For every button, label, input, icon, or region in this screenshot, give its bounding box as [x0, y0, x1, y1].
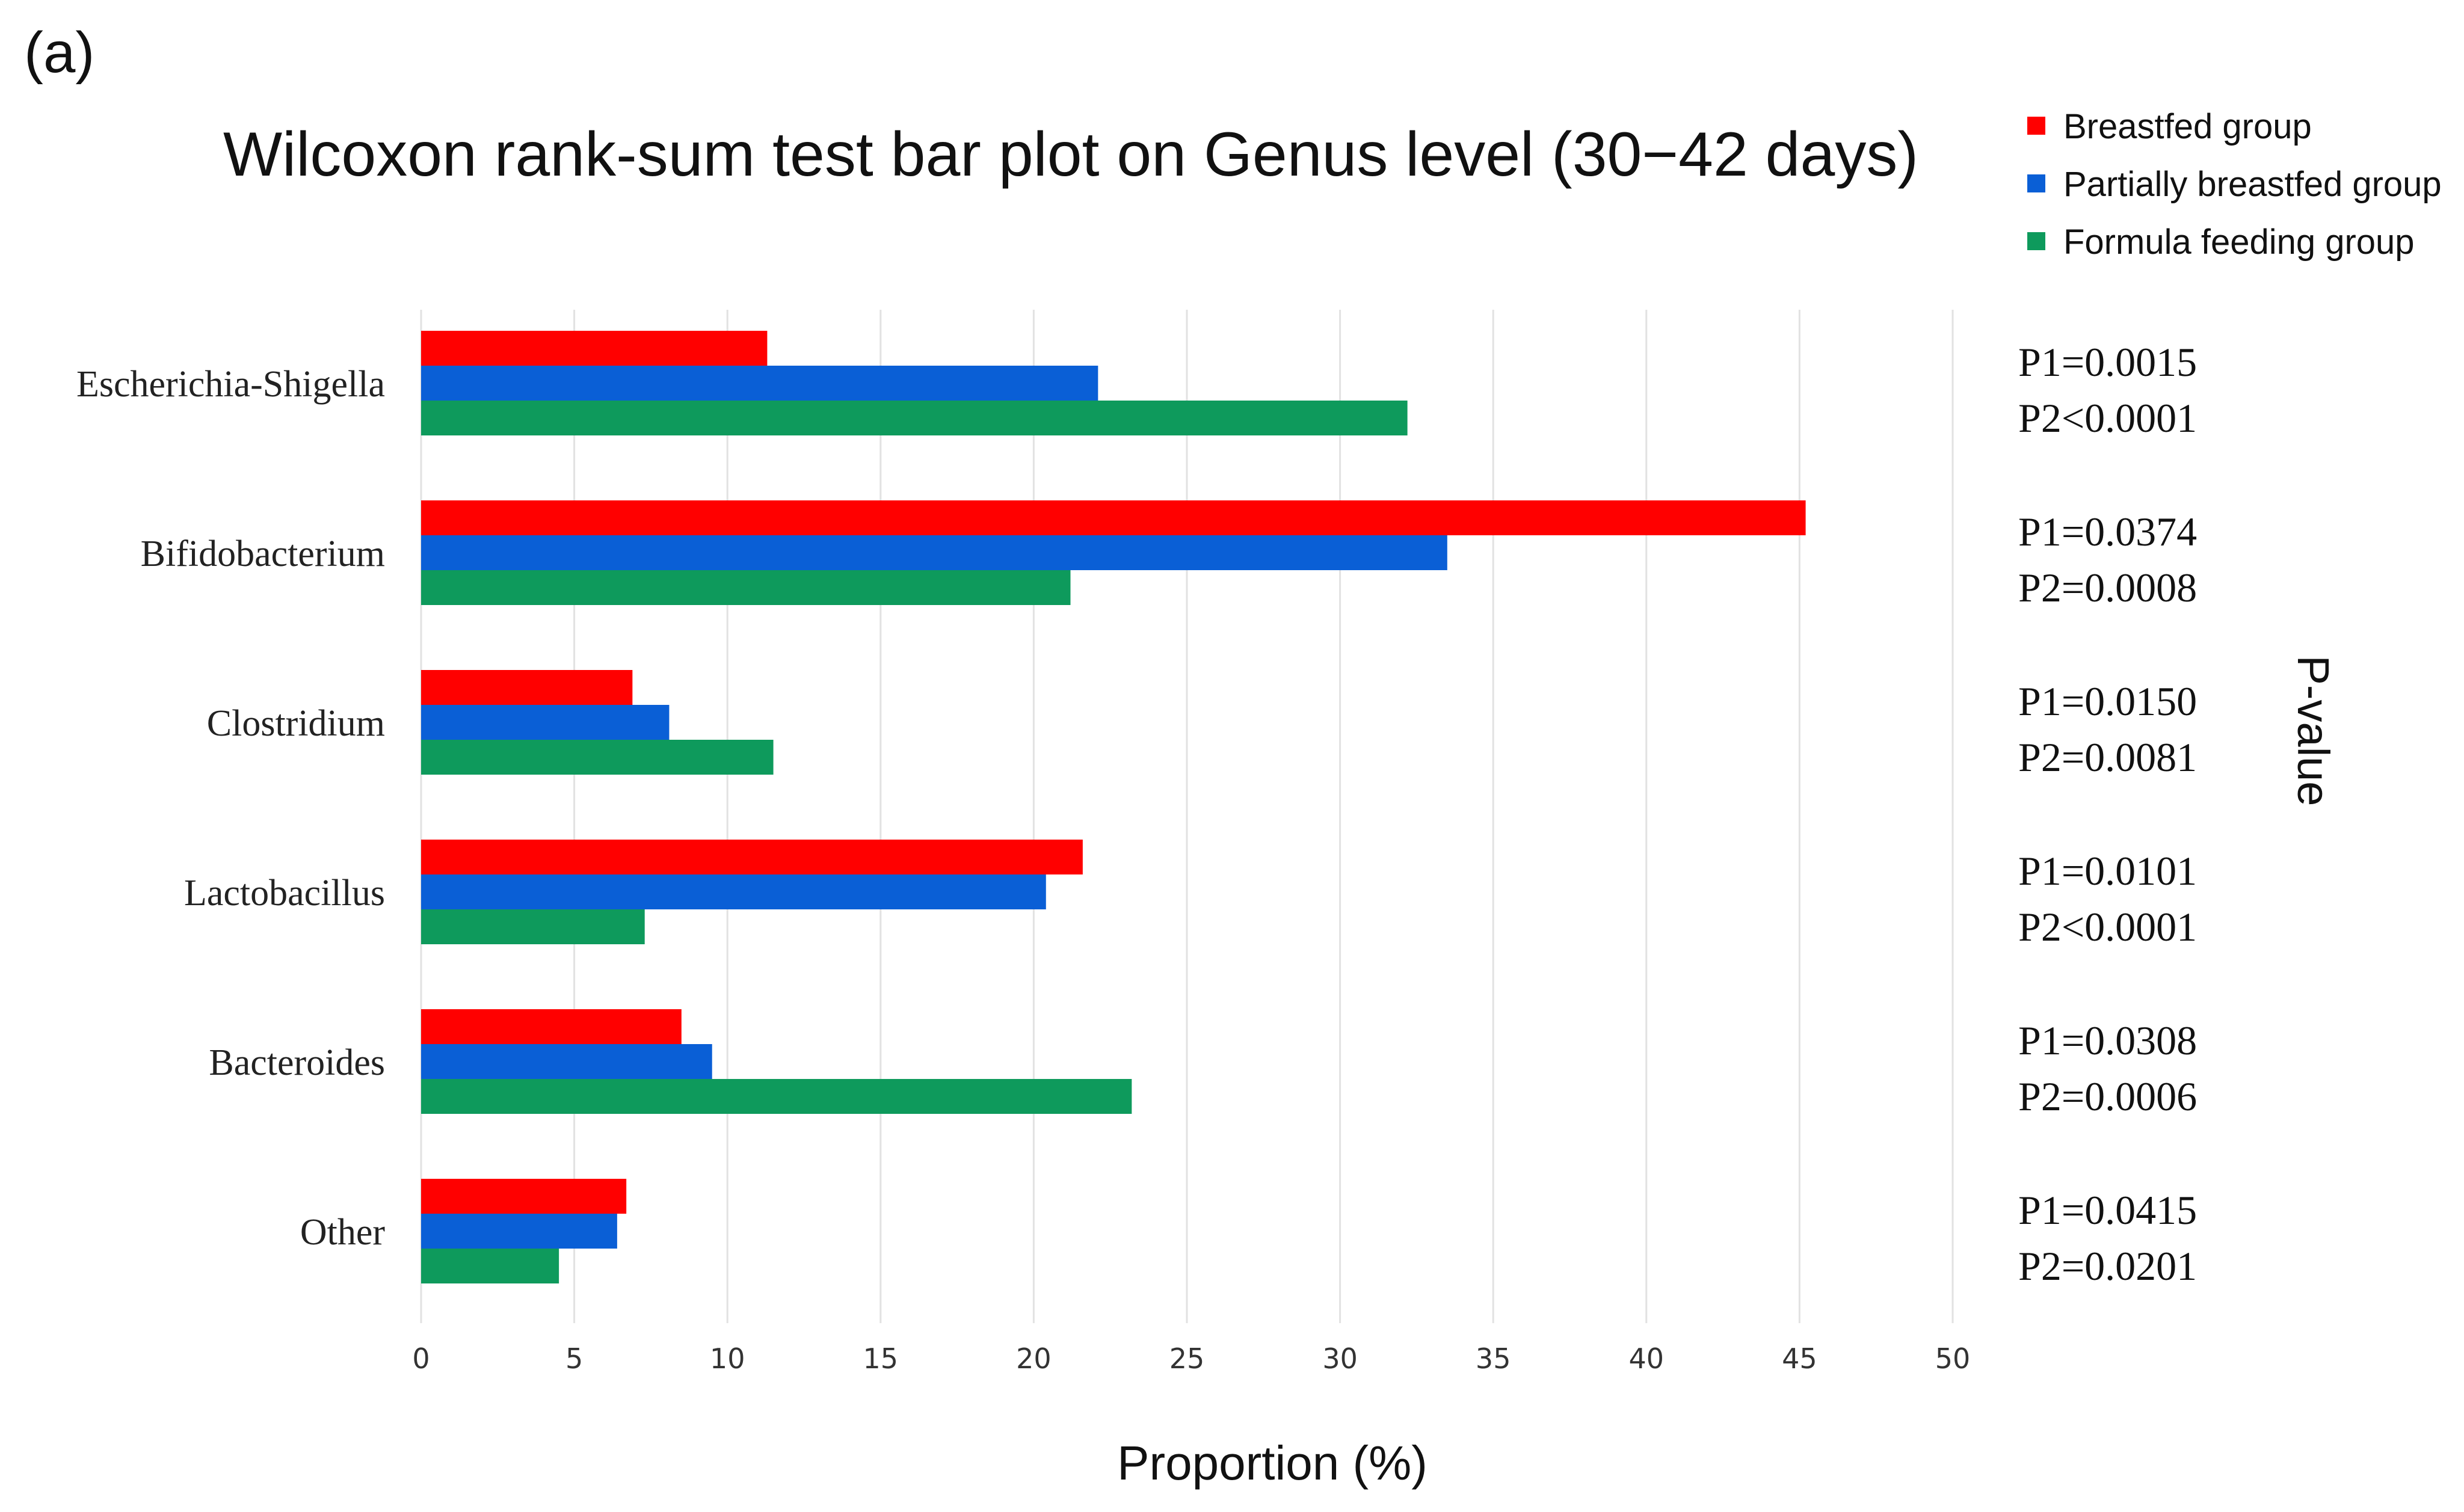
bar-lactobacillus-2 [421, 874, 1046, 909]
p-value-labels: P1=0.0015 P2<0.0001 P1=0.0374 P2=0.0008 P1=0… [2018, 339, 2197, 1289]
p2-value-label: P2<0.0001 [2018, 904, 2197, 950]
x-axis-label: Proportion (%) [1117, 1436, 1428, 1490]
p1-value-label: P1=0.0308 [2018, 1018, 2197, 1063]
p2-value-label: P2=0.0008 [2018, 565, 2197, 610]
bar-clostridium-2 [421, 705, 670, 740]
p2-value-label: P2=0.0006 [2018, 1074, 2197, 1119]
legend-label-3: Formula feeding group [2063, 223, 2415, 262]
category-label: Bacteroides [209, 1042, 385, 1083]
chart-title: Wilcoxon rank-sum test bar plot on Genus… [223, 120, 1918, 189]
p1-value-label: P1=0.0101 [2018, 848, 2197, 894]
bar-bacteroides-3 [421, 1079, 1132, 1114]
bar-escherichia-shigella-1 [421, 331, 768, 366]
x-tick-label-35: 35 [1476, 1342, 1511, 1375]
legend-swatch-2 [2027, 174, 2045, 192]
p1-value-label: P1=0.0374 [2018, 509, 2197, 555]
bar-lactobacillus-1 [421, 840, 1083, 874]
right-axis-label: P-value [2288, 656, 2338, 807]
category-labels: Escherichia-Shigella Bifidobacterium Clost… [76, 364, 385, 1253]
category-label: Other [300, 1212, 386, 1253]
x-tick-label-45: 45 [1782, 1342, 1817, 1375]
bar-bacteroides-1 [421, 1009, 682, 1044]
gridlines [420, 310, 1954, 1323]
legend-label-1: Breastfed group [2063, 107, 2312, 146]
bar-other-3 [421, 1249, 559, 1283]
x-tick-label-50: 50 [1935, 1342, 1971, 1375]
x-tick-label-25: 25 [1169, 1342, 1205, 1375]
category-label: Clostridium [207, 703, 385, 744]
p2-value-label: P2=0.0081 [2018, 734, 2197, 780]
p1-value-label: P1=0.0015 [2018, 339, 2197, 385]
legend-swatch-3 [2027, 232, 2045, 250]
p1-value-label: P1=0.0150 [2018, 678, 2197, 724]
bar-bifidobacterium-3 [421, 570, 1071, 605]
legend: Breastfed group Partially breastfed group… [2027, 107, 2442, 262]
x-tick-label-15: 15 [863, 1342, 899, 1375]
x-tick-label-40: 40 [1629, 1342, 1665, 1375]
p2-value-label: P2<0.0001 [2018, 395, 2197, 441]
x-tick-label-20: 20 [1016, 1342, 1052, 1375]
p1-value-label: P1=0.0415 [2018, 1187, 2197, 1233]
bar-bacteroides-2 [421, 1044, 712, 1079]
x-tick-label-30: 30 [1322, 1342, 1358, 1375]
bar-other-1 [421, 1179, 627, 1214]
bar-bifidobacterium-2 [421, 535, 1447, 570]
category-label: Bifidobacterium [141, 533, 385, 574]
bar-bifidobacterium-1 [421, 500, 1806, 535]
p2-value-label: P2=0.0201 [2018, 1243, 2197, 1289]
x-tick-label-10: 10 [710, 1342, 745, 1375]
x-tick-labels: 0 5 10 15 20 25 30 35 40 45 50 [412, 1342, 1970, 1375]
category-label: Escherichia-Shigella [76, 364, 385, 405]
x-tick-label-5: 5 [565, 1342, 583, 1375]
legend-label-2: Partially breastfed group [2063, 165, 2442, 204]
x-tick-label-0: 0 [412, 1342, 430, 1375]
bar-escherichia-shigella-3 [421, 401, 1408, 435]
panel-label: (a) [24, 20, 94, 85]
bar-lactobacillus-3 [421, 909, 645, 944]
bar-other-2 [421, 1214, 617, 1249]
bar-clostridium-3 [421, 740, 774, 775]
legend-swatch-1 [2027, 117, 2045, 135]
bars [421, 331, 1806, 1283]
bar-escherichia-shigella-2 [421, 366, 1098, 401]
bar-clostridium-1 [421, 670, 633, 705]
category-label: Lactobacillus [184, 873, 385, 914]
